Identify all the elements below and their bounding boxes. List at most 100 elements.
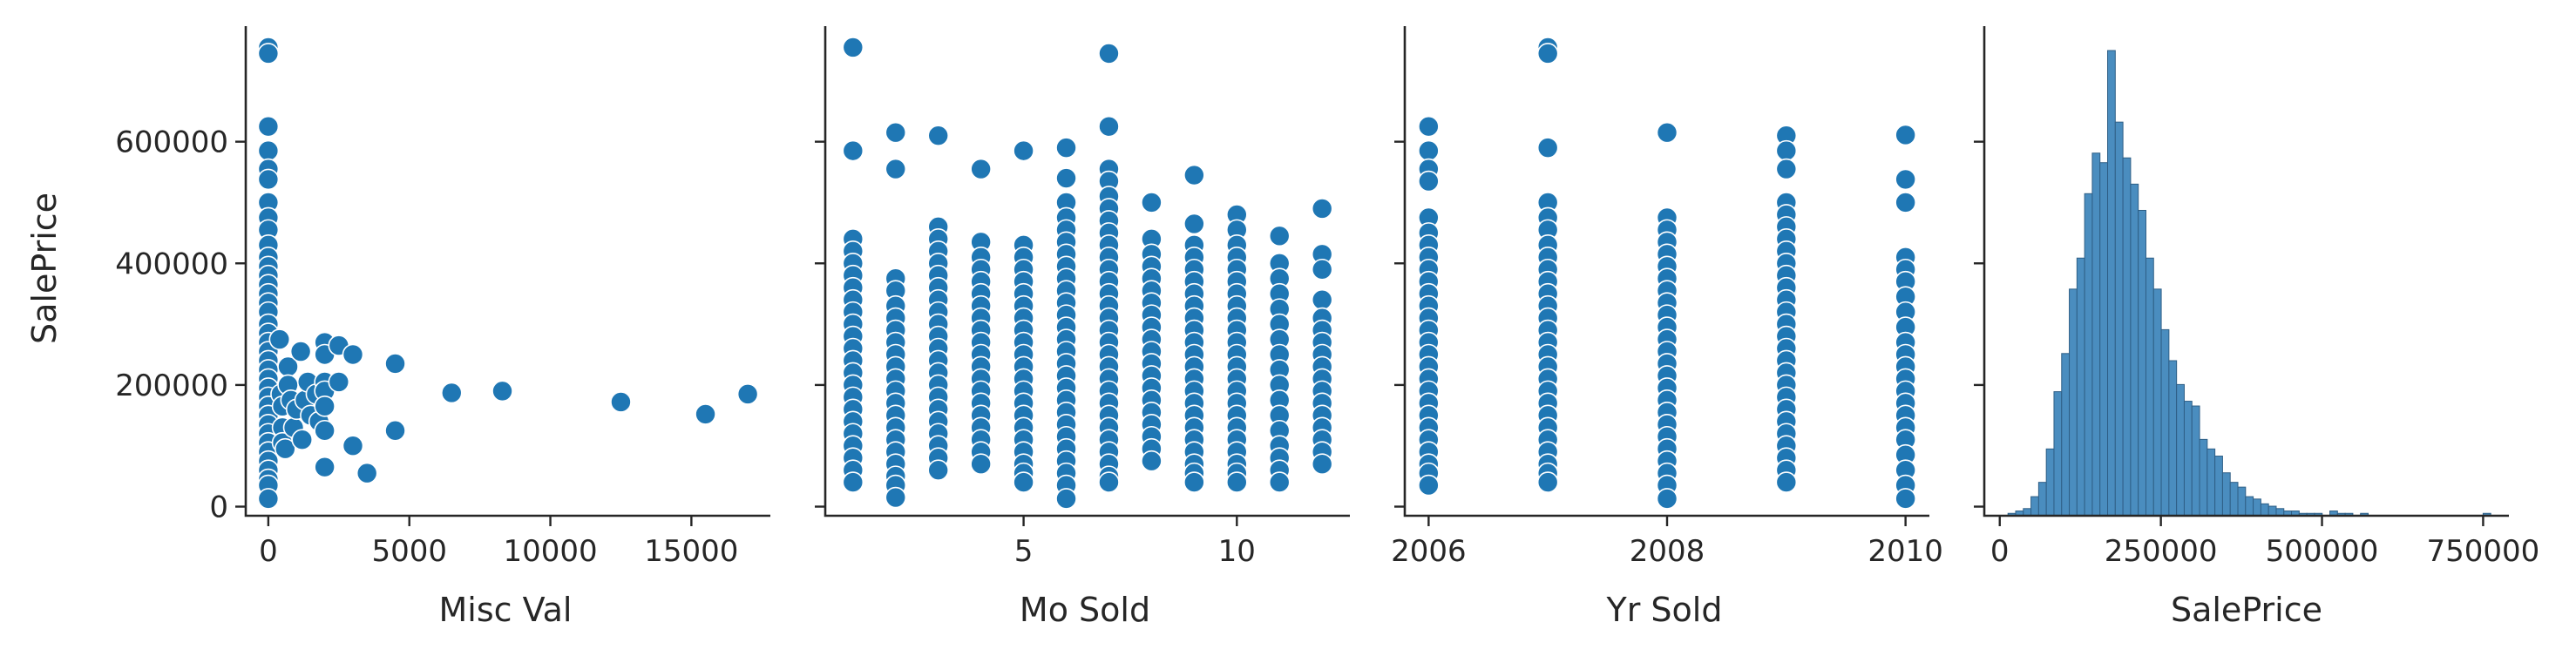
scatter-point bbox=[1013, 139, 1034, 162]
histogram-bar bbox=[2199, 438, 2208, 517]
histogram-bar bbox=[2099, 162, 2109, 517]
x-tick-label: 10000 bbox=[503, 534, 597, 569]
scatter-point bbox=[1895, 192, 1916, 213]
scatter-point bbox=[1013, 471, 1034, 493]
scatter-point bbox=[291, 429, 314, 451]
x-tick-label: 5000 bbox=[371, 534, 447, 569]
scatter-point bbox=[257, 43, 280, 64]
scatter-point bbox=[610, 391, 632, 413]
panel-3-marks bbox=[1418, 37, 1916, 510]
panel-4-marks bbox=[2007, 50, 2491, 517]
x-tick-label: 2008 bbox=[1630, 534, 1705, 569]
histogram-bar bbox=[2053, 391, 2063, 517]
scatter-point bbox=[328, 371, 350, 393]
scatter-point bbox=[885, 121, 907, 144]
scatter-point bbox=[384, 353, 406, 375]
panel-1-yticks: 0 200000 400000 600000 bbox=[115, 125, 246, 525]
panel-4-yticks bbox=[1974, 140, 1984, 508]
histogram-bar bbox=[2245, 496, 2254, 517]
scatter-point bbox=[1311, 258, 1333, 281]
scatter-point bbox=[927, 459, 949, 481]
scatter-point bbox=[440, 382, 463, 404]
scatter-point bbox=[1895, 488, 1916, 510]
scatter-point bbox=[1418, 139, 1440, 162]
histogram-bar bbox=[2237, 486, 2247, 517]
scatter-point bbox=[1311, 288, 1333, 311]
scatter-point bbox=[1141, 450, 1163, 472]
x-tick-label: 2006 bbox=[1391, 534, 1467, 569]
scatter-point bbox=[1418, 170, 1440, 193]
x-axis-label-yr-sold: Yr Sold bbox=[1606, 591, 1723, 629]
scatter-point bbox=[1055, 488, 1077, 510]
scatter-point bbox=[1536, 471, 1559, 493]
panel-3-xticks: 2006 2008 2010 bbox=[1391, 516, 1943, 569]
scatter-point bbox=[1226, 471, 1248, 493]
scatter-point bbox=[1775, 471, 1798, 493]
histogram-bar bbox=[2183, 401, 2193, 517]
x-tick-label: 0 bbox=[259, 534, 278, 569]
panel-4-spines bbox=[1983, 26, 2509, 517]
histogram-bar bbox=[2152, 288, 2162, 517]
histogram-bar bbox=[2114, 121, 2124, 517]
x-tick-label: 500000 bbox=[2266, 534, 2379, 569]
scatter-point bbox=[1656, 121, 1678, 144]
histogram-bar bbox=[2138, 209, 2146, 517]
y-axis-label: SalePrice bbox=[25, 193, 64, 344]
histogram-bar bbox=[2191, 405, 2200, 517]
histogram-bar bbox=[2145, 257, 2154, 517]
histogram-bar bbox=[2168, 360, 2178, 517]
scatter-point bbox=[1268, 225, 1291, 247]
x-tick-label: 5 bbox=[1014, 534, 1034, 569]
y-tick-label: 600000 bbox=[115, 125, 228, 160]
scatter-point bbox=[1055, 167, 1077, 189]
scatter-point bbox=[1656, 488, 1678, 510]
panel-1-spines bbox=[244, 26, 770, 517]
scatter-point bbox=[314, 456, 336, 478]
scatter-point bbox=[842, 471, 864, 493]
x-axis-label-misc-val: Misc Val bbox=[438, 591, 572, 629]
scatter-point bbox=[885, 158, 907, 180]
y-tick-label: 200000 bbox=[115, 369, 228, 403]
scatter-point bbox=[1536, 43, 1559, 64]
scatter-point bbox=[1311, 198, 1333, 220]
histogram-bar bbox=[2260, 503, 2269, 517]
histogram-bar bbox=[2061, 353, 2071, 517]
histogram-bar bbox=[2176, 383, 2185, 517]
panel-2-yticks bbox=[815, 140, 825, 508]
x-tick-label: 250000 bbox=[2105, 534, 2218, 569]
panel-4-xticks: 0 250000 500000 750000 bbox=[1990, 516, 2539, 569]
panel-1-marks bbox=[257, 37, 759, 510]
scatter-point bbox=[1183, 213, 1205, 235]
scatter-point bbox=[1775, 158, 1798, 180]
scatter-point bbox=[314, 419, 336, 442]
scatter-point bbox=[1183, 471, 1205, 493]
panel-2-marks bbox=[842, 37, 1333, 510]
scatter-point bbox=[1895, 124, 1916, 146]
scatter-point bbox=[1183, 164, 1205, 186]
scatter-point bbox=[1141, 192, 1163, 213]
scatter-point bbox=[268, 328, 291, 350]
panel-2-spines bbox=[824, 26, 1350, 517]
panel-1-xticks: 0 5000 10000 15000 bbox=[259, 516, 738, 569]
panel-3-spines bbox=[1403, 26, 1929, 517]
scatter-point bbox=[1055, 137, 1077, 159]
scatter-point bbox=[275, 437, 296, 460]
scatter-point bbox=[842, 37, 864, 58]
histogram-bar bbox=[2122, 157, 2132, 517]
scatter-point bbox=[1098, 43, 1120, 64]
scatter-point bbox=[257, 168, 280, 191]
scatter-point bbox=[257, 115, 280, 138]
scatter-point bbox=[1311, 453, 1333, 475]
scatter-point bbox=[1098, 471, 1120, 493]
scatter-point bbox=[736, 383, 759, 405]
panel-saleprice-hist: 0 250000 500000 750000 SalePrice bbox=[1974, 26, 2539, 629]
panel-yr-sold: 2006 2008 2010 Yr Sold bbox=[1391, 26, 1943, 629]
y-tick-label: 0 bbox=[209, 490, 228, 525]
scatter-point bbox=[695, 403, 716, 425]
scatter-point bbox=[970, 158, 992, 180]
histogram-bar bbox=[2207, 448, 2216, 517]
x-axis-label-saleprice: SalePrice bbox=[2171, 591, 2322, 629]
scatter-point bbox=[1098, 115, 1120, 138]
x-tick-label: 0 bbox=[1990, 534, 2010, 569]
x-tick-label: 15000 bbox=[644, 534, 738, 569]
